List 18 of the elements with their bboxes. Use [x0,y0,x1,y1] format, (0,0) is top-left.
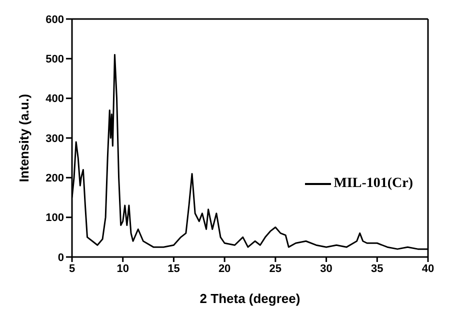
x-tick-label: 15 [168,262,180,275]
y-tick-label: 300 [46,132,64,145]
y-tick-label: 0 [58,252,64,264]
x-tick-label: 40 [422,262,434,275]
x-tick-label: 10 [116,262,129,275]
x-tick-label: 5 [68,262,76,275]
y-axis-title: Intensity (a.u.) [16,94,32,182]
x-tick-label: 20 [218,262,231,275]
y-tick-label: 400 [46,93,64,106]
y-tick-label: 100 [46,212,64,224]
y-tick-label: 200 [46,172,64,185]
legend-label: MIL-101(Cr) [334,176,413,192]
x-tick-label: 35 [371,262,384,275]
x-tick-label: 30 [320,262,332,275]
y-tick-label: 600 [46,14,64,26]
x-tick-label: 25 [269,262,282,275]
x-axis-title: 2 Theta (degree) [200,291,300,306]
y-tick-label: 500 [46,54,64,66]
